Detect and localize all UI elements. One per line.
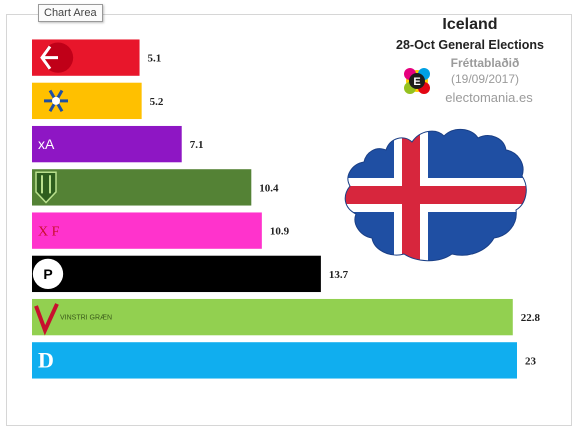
party-logo-green-shield-icon [35,171,57,204]
party-logo-text: X F [38,224,60,239]
electomania-logo-icon: E [404,68,430,94]
party-logo-xa-icon: xA [38,136,55,152]
bar [32,255,321,293]
bar [32,212,262,249]
data-label: 7.1 [190,139,204,151]
bar-group: X F 10.9 [32,212,290,249]
bar-group: 5.2 [32,82,164,120]
chart-title: Iceland [442,16,498,33]
brand-label: electomania.es [445,90,533,105]
chart-subtitle: 28-Oct General Elections [396,38,544,52]
bar [32,169,252,206]
bar-group: VINSTRI GRÆN 22.8 [32,298,541,336]
bar-group: 5.1 [32,39,162,76]
bar [32,298,513,336]
data-label: 22.8 [521,312,541,324]
data-label: 5.1 [148,53,162,65]
bar [32,125,182,163]
party-logo-text: VINSTRI GRÆN [60,314,112,321]
source-name: Fréttablaðið [450,56,520,70]
source-date: (19/09/2017) [450,72,520,86]
data-label: 13.7 [329,269,349,281]
party-logo-pirate-icon: P [32,258,64,290]
party-logo-vinstri-graen-icon: VINSTRI GRÆN [34,303,112,336]
bar [32,342,517,379]
chart-area-tooltip: Chart Area [38,4,103,22]
party-logo-text: P [43,266,52,282]
party-logo-red-icon [40,42,74,73]
data-label: 10.4 [259,182,279,194]
data-label: 23 [525,355,537,367]
party-logo-xf-icon: X F [38,224,60,239]
party-logo-d-icon: D [38,348,54,373]
data-label: 10.9 [270,226,290,238]
bar-group: D 23 [32,342,537,379]
bar-group: P 13.7 [32,255,349,293]
party-logo-snowflake-icon [44,89,68,113]
party-logo-text: xA [38,136,55,152]
party-logo-text: D [38,348,54,373]
bar-group: xA 7.1 [32,125,204,163]
svg-text:E: E [413,76,420,88]
bar-group: 10.4 [32,169,279,206]
iceland-flag-map-icon [344,129,527,262]
data-label: 5.2 [150,96,164,108]
